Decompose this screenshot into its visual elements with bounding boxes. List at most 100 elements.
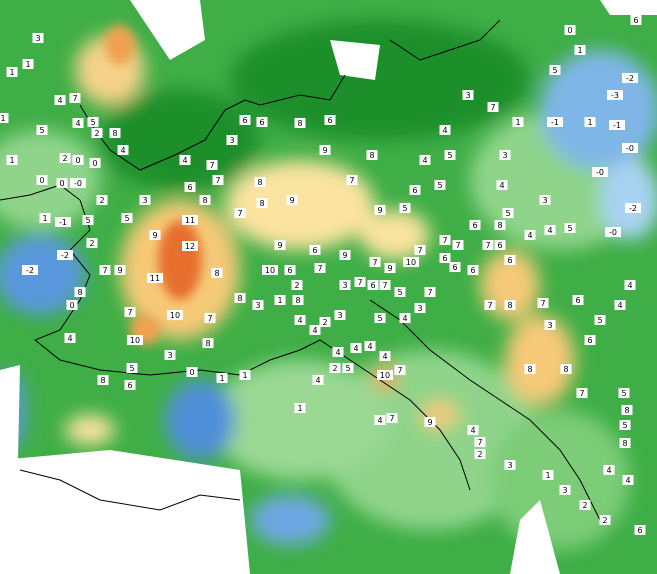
- station-label-box: [334, 310, 346, 320]
- station-label: 8: [112, 129, 117, 138]
- station-label: 4: [606, 466, 611, 475]
- station-label: 0: [567, 26, 572, 35]
- station-label-box: [202, 338, 214, 348]
- station-label: 7: [485, 241, 490, 250]
- station-label-box: [127, 335, 143, 345]
- station-label: 3: [502, 151, 507, 160]
- station-label: 6: [312, 246, 317, 255]
- station-label-box: [367, 280, 379, 290]
- station-label-box: [419, 155, 431, 165]
- station-label: 8: [297, 119, 302, 128]
- station-label: 10: [130, 336, 140, 345]
- station-label: 3: [142, 196, 147, 205]
- station-label-box: [262, 265, 278, 275]
- station-label: 1: [219, 374, 224, 383]
- station-label-box: [547, 117, 563, 127]
- station-label-box: [469, 220, 481, 230]
- station-label: 4: [470, 426, 475, 435]
- station-label: 7: [487, 301, 492, 310]
- station-label: 5: [39, 126, 44, 135]
- station-label: 12: [185, 242, 195, 251]
- station-label-box: [319, 317, 331, 327]
- station-label-box: [369, 257, 381, 267]
- station-label-box: [394, 365, 406, 375]
- station-label: 7: [102, 266, 107, 275]
- station-label: 7: [389, 414, 394, 423]
- station-label-box: [86, 238, 98, 248]
- station-label-box: [482, 240, 494, 250]
- station-label-box: [164, 350, 176, 360]
- station-label: 2: [602, 516, 607, 525]
- station-label-box: [559, 485, 571, 495]
- station-label: 1: [9, 68, 14, 77]
- station-label-box: [594, 315, 606, 325]
- station-label: 4: [377, 416, 382, 425]
- station-label-box: [584, 335, 596, 345]
- station-label-box: [504, 255, 516, 265]
- station-label: -1: [613, 121, 621, 130]
- station-label-box: [424, 287, 436, 297]
- station-label-box: [89, 158, 101, 168]
- station-label: 4: [315, 376, 320, 385]
- station-label: 2: [294, 281, 299, 290]
- station-label-box: [69, 93, 81, 103]
- station-label-box: [121, 213, 133, 223]
- station-label-box: [386, 413, 398, 423]
- station-label-box: [467, 425, 479, 435]
- station-label-box: [549, 65, 561, 75]
- station-label: 2: [62, 154, 67, 163]
- station-label-box: [499, 150, 511, 160]
- station-label-box: [117, 145, 129, 155]
- station-label: 8: [202, 196, 207, 205]
- station-label: 8: [295, 296, 300, 305]
- station-label: 8: [100, 376, 105, 385]
- station-label: -3: [611, 91, 619, 100]
- station-label-box: [424, 417, 436, 427]
- station-label: 5: [437, 181, 442, 190]
- station-label: 8: [507, 301, 512, 310]
- station-label-box: [324, 115, 336, 125]
- station-label: 2: [322, 318, 327, 327]
- station-label: 6: [633, 16, 638, 25]
- station-label: 0: [59, 179, 64, 188]
- station-label: 8: [77, 288, 82, 297]
- station-label: 5: [505, 209, 510, 218]
- station-label: 6: [370, 281, 375, 290]
- station-label-box: [284, 265, 296, 275]
- station-label-box: [619, 438, 631, 448]
- station-label: 0: [39, 176, 44, 185]
- station-label-box: [374, 205, 386, 215]
- station-label: 11: [185, 216, 195, 225]
- station-label-box: [239, 115, 251, 125]
- station-label-box: [234, 208, 246, 218]
- station-label-box: [618, 388, 630, 398]
- station-label: 5: [129, 364, 134, 373]
- station-label-box: [314, 263, 326, 273]
- station-label-box: [239, 370, 251, 380]
- station-label: 4: [527, 231, 532, 240]
- station-label: 4: [120, 146, 125, 155]
- station-label-box: [36, 125, 48, 135]
- station-label-box: [139, 195, 151, 205]
- station-label: 6: [187, 183, 192, 192]
- station-label-box: [97, 375, 109, 385]
- station-label-box: [504, 460, 516, 470]
- station-label-box: [607, 90, 623, 100]
- station-label-box: [126, 363, 138, 373]
- station-label-box: [609, 120, 625, 130]
- station-label-box: [57, 250, 73, 260]
- station-label-box: [291, 280, 303, 290]
- station-label: 6: [327, 116, 332, 125]
- station-label-box: [226, 135, 238, 145]
- station-label-box: [564, 25, 576, 35]
- station-label: 3: [507, 461, 512, 470]
- station-label: 4: [367, 342, 372, 351]
- station-label-box: [537, 298, 549, 308]
- station-label-box: [630, 15, 642, 25]
- station-label-box: [64, 333, 76, 343]
- station-label: 10: [406, 258, 416, 267]
- station-label-box: [366, 150, 378, 160]
- station-label-box: [96, 195, 108, 205]
- station-label-box: [70, 178, 86, 188]
- station-label: 8: [622, 439, 627, 448]
